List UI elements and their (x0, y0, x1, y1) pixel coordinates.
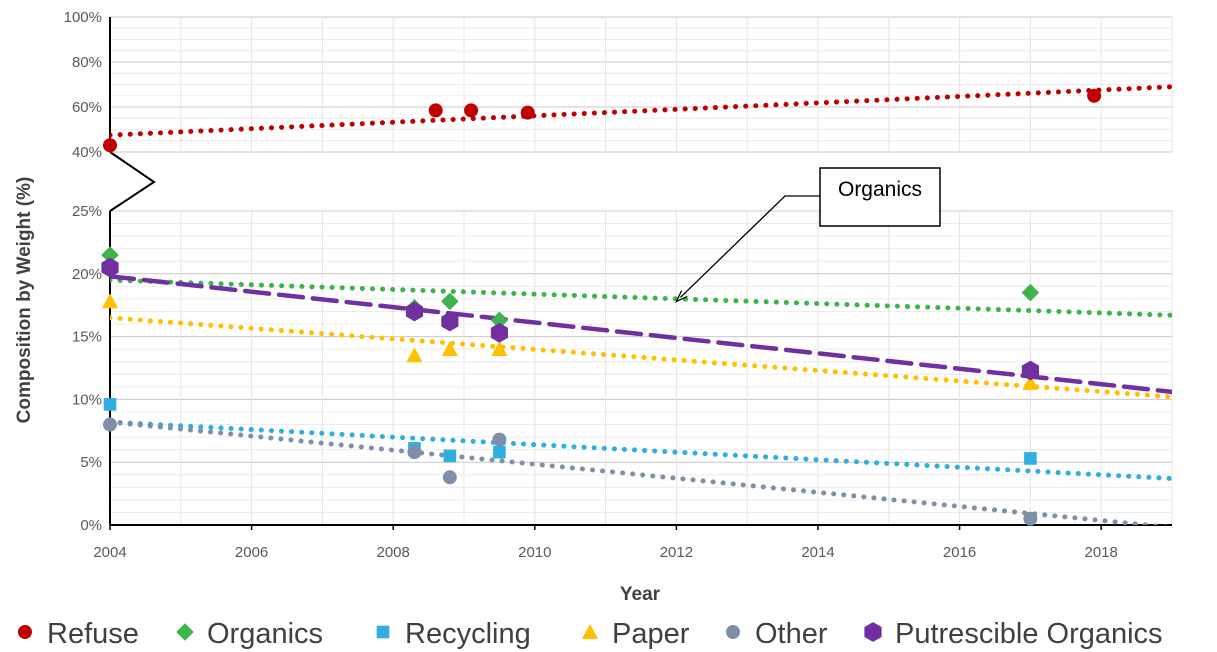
trendline-paper (110, 315, 1172, 400)
y-tick-label: 15% (72, 329, 102, 346)
legend-label-other: Other (755, 618, 828, 650)
trendlines (110, 84, 1172, 525)
data-point-refuse (1087, 88, 1102, 103)
data-point-other (442, 470, 457, 485)
data-point-putrescible-organics (405, 301, 423, 322)
y-tick-label: 100% (64, 9, 102, 26)
x-tick-label: 2006 (235, 544, 268, 561)
legend-marker-organics (176, 623, 194, 641)
data-point-paper (1022, 375, 1039, 390)
y-tick-label: 40% (72, 144, 102, 161)
data-point-putrescible-organics (101, 257, 119, 278)
legend-marker-putrescible-organics (864, 622, 882, 642)
data-point-organics (490, 311, 509, 330)
data-point-recycling (103, 398, 117, 411)
trendline-recycling (110, 419, 1172, 482)
data-point-putrescible-organics (1021, 360, 1039, 381)
tick-labels: 40% 60% 80% 100% 0% 5% 10% 15% 20% 25% 2004 2006 200… (64, 9, 1118, 561)
legend: Refuse Organics Recycling Paper Other Putresc… (18, 618, 1163, 650)
legend-marker-other (726, 625, 740, 639)
y-axis-title: Composition by Weight (%) (14, 177, 35, 424)
trendline-putrescible-organics (110, 274, 1172, 395)
data-point-organics (101, 246, 119, 264)
trendline-other (110, 419, 1172, 525)
data-markers (101, 88, 1102, 526)
data-point-other (492, 432, 507, 447)
legend-label-organics: Organics (207, 618, 323, 650)
x-tick-label: 2008 (377, 544, 410, 561)
data-point-other (103, 417, 117, 432)
data-point-refuse (520, 105, 535, 120)
x-axis-title: Year (620, 584, 661, 605)
data-point-paper (441, 341, 458, 357)
callout-leader (679, 195, 820, 298)
data-point-refuse (103, 138, 117, 153)
data-point-other (1023, 511, 1038, 526)
data-point-refuse (464, 103, 479, 118)
data-point-recycling (443, 449, 457, 463)
data-point-paper (491, 341, 508, 357)
data-point-organics (1021, 283, 1040, 302)
legend-marker-refuse (18, 625, 32, 639)
x-tick-label: 2014 (801, 544, 834, 561)
x-tick-label: 2016 (943, 544, 976, 561)
grid (110, 16, 1173, 526)
legend-marker-recycling (376, 625, 390, 639)
data-point-paper (101, 293, 119, 309)
organics-callout: Organics (675, 167, 941, 303)
y-tick-label: 25% (72, 203, 102, 220)
y-tick-label: 5% (80, 454, 102, 471)
legend-label-paper: Paper (612, 618, 690, 650)
y-tick-label: 0% (80, 517, 102, 534)
callout-box (819, 167, 941, 227)
legend-label-refuse: Refuse (47, 618, 139, 650)
trendline-refuse (110, 84, 1172, 138)
x-tick-label: 2010 (518, 544, 551, 561)
y-tick-label: 60% (72, 99, 102, 116)
legend-label-putrescible-organics: Putrescible Organics (895, 618, 1163, 650)
y-tick-label: 10% (72, 391, 102, 408)
x-tick-label: 2012 (660, 544, 693, 561)
x-tick-label: 2018 (1085, 544, 1118, 561)
y-tick-label: 80% (72, 54, 102, 71)
trendline-organics (110, 277, 1172, 318)
data-point-refuse (428, 103, 443, 118)
axis-break (109, 151, 156, 212)
data-point-putrescible-organics (490, 322, 508, 343)
data-point-organics (441, 292, 459, 311)
x-tick-label: 2004 (93, 544, 126, 561)
data-point-paper (406, 347, 423, 363)
callout-arrowhead (675, 290, 688, 303)
data-point-putrescible-organics (441, 311, 459, 332)
legend-label-recycling: Recycling (405, 618, 531, 650)
data-point-recycling (1024, 452, 1037, 465)
callout-label: Organics (838, 178, 922, 201)
legend-marker-paper (581, 623, 599, 639)
data-point-other (407, 445, 422, 460)
y-tick-label: 20% (72, 266, 102, 283)
data-point-recycling (493, 445, 506, 459)
